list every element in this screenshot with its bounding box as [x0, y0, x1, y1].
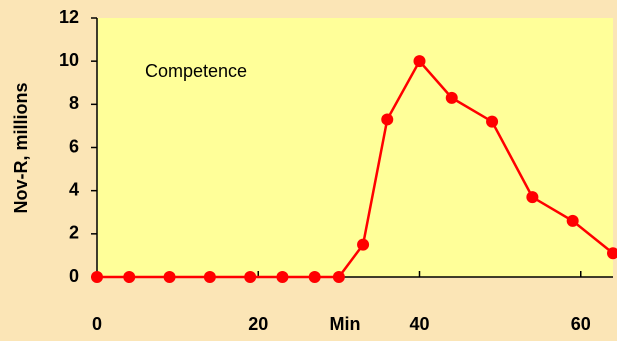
- point: [91, 271, 103, 283]
- point: [526, 191, 539, 204]
- point: [445, 91, 458, 104]
- x-tick-label: 0: [92, 314, 102, 334]
- y-tick-label: 4: [69, 179, 79, 199]
- x-tick-label: 40: [409, 314, 429, 334]
- y-tick-label: 10: [59, 50, 79, 70]
- point: [276, 271, 289, 283]
- point: [486, 115, 499, 128]
- point: [381, 113, 394, 126]
- point: [163, 271, 176, 283]
- point: [203, 271, 216, 283]
- point: [123, 271, 136, 283]
- point: [332, 271, 345, 283]
- point: [308, 271, 321, 283]
- x-axis-label: Min: [330, 314, 361, 334]
- plot-area: [97, 18, 613, 277]
- y-tick-label: 8: [69, 93, 79, 113]
- y-tick-label: 2: [69, 223, 79, 243]
- point: [357, 238, 370, 251]
- line: [97, 59, 614, 279]
- point: [413, 55, 426, 68]
- y-axis-label: Nov-R, millions: [11, 82, 31, 213]
- annotation: Competence: [145, 61, 247, 81]
- point: [244, 271, 257, 283]
- x-tick-label: 20: [248, 314, 268, 334]
- y-tick-label: 0: [69, 266, 79, 286]
- point: [607, 247, 617, 260]
- x-tick-label: 60: [571, 314, 591, 334]
- y-tick-label: 12: [59, 7, 79, 27]
- point: [566, 214, 579, 227]
- y-tick-label: 6: [69, 136, 79, 156]
